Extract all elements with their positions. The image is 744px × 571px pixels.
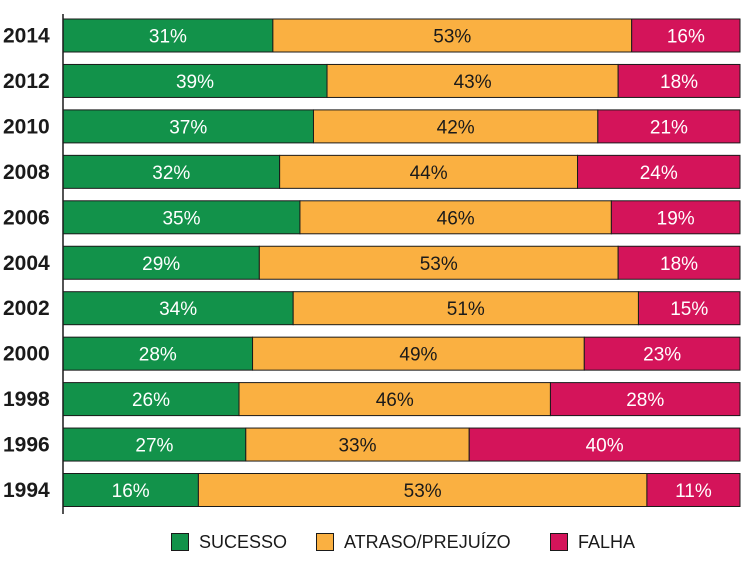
bar-sucesso-2008 [62,154,281,189]
bar-atraso-prejuizo-2000 [252,336,585,371]
year-label-2006: 2006 [3,206,50,229]
data-label-falha-2014: 16% [667,27,705,48]
data-label-falha-2004: 18% [660,254,698,275]
data-label-sucesso-2002: 34% [159,299,197,320]
legend-swatch-falha [550,533,568,551]
data-label-atraso-prejuizo-2008: 44% [410,163,448,184]
bar-atraso-prejuizo-1996 [245,427,470,462]
bar-falha-1996 [468,427,741,462]
bar-falha-2000 [583,336,741,371]
data-label-sucesso-2006: 35% [162,208,200,229]
bar-falha-1994 [646,473,741,507]
legend-item-atraso-prejuizo: ATRASO/PREJUÍZO [316,527,511,557]
data-label-atraso-prejuizo-2004: 53% [420,254,458,275]
legend-swatch-sucesso [171,533,189,551]
bar-atraso-prejuizo-2006 [299,200,612,235]
year-label-2008: 2008 [3,161,50,184]
bar-falha-2004 [617,245,741,280]
bar-sucesso-2010 [62,109,314,144]
legend: SUCESSO ATRASO/PREJUÍZO FALHA [0,527,744,557]
data-label-atraso-prejuizo-1998: 46% [376,390,414,411]
bar-falha-2002 [637,291,741,326]
legend-item-sucesso: SUCESSO [171,527,287,557]
data-label-atraso-prejuizo-1996: 33% [338,436,376,457]
bars-group: 31% 53% 16% 39% 43% 18% 37% 42% 21% 32% 44% 24% 35% 4… [62,18,741,507]
bar-sucesso-1994 [62,473,199,507]
bar-sucesso-2006 [62,200,301,235]
data-label-falha-2002: 15% [670,299,708,320]
data-label-sucesso-2010: 37% [169,117,207,138]
data-label-atraso-prejuizo-2010: 42% [437,117,475,138]
data-label-sucesso-1994: 16% [112,481,150,502]
data-label-sucesso-2014: 31% [149,27,187,48]
bar-falha-2008 [577,154,741,189]
data-label-atraso-prejuizo-2006: 46% [437,208,475,229]
year-label-2000: 2000 [3,343,50,366]
bar-sucesso-2002 [62,291,294,326]
bar-sucesso-2014 [62,18,274,53]
data-label-atraso-prejuizo-2000: 49% [399,345,437,366]
bar-atraso-prejuizo-2010 [312,109,599,144]
bar-falha-2006 [610,200,741,235]
data-label-sucesso-1998: 26% [132,390,170,411]
year-label-1998: 1998 [3,388,50,411]
data-label-atraso-prejuizo-1994: 53% [404,481,442,502]
year-label-2010: 2010 [3,115,50,138]
data-label-atraso-prejuizo-2002: 51% [447,299,485,320]
data-label-sucesso-2004: 29% [142,254,180,275]
year-label-2012: 2012 [3,70,50,93]
bar-falha-1998 [549,382,741,417]
bar-falha-2014 [631,18,741,53]
legend-swatch-atraso-prejuizo [316,533,334,551]
year-label-1994: 1994 [3,479,50,502]
legend-label-falha: FALHA [578,531,636,552]
data-label-sucesso-2000: 28% [139,345,177,366]
data-label-falha-1994: 11% [675,481,712,502]
data-label-sucesso-2012: 39% [176,72,214,93]
bar-atraso-prejuizo-2004 [258,245,619,280]
legend-item-falha: FALHA [550,527,635,557]
bar-atraso-prejuizo-2002 [292,291,639,326]
data-label-falha-1996: 40% [586,436,624,457]
data-label-atraso-prejuizo-2012: 43% [454,72,492,93]
data-label-falha-2008: 24% [640,163,678,184]
data-label-falha-2006: 19% [657,208,695,229]
year-label-2002: 2002 [3,297,50,320]
data-label-falha-2012: 18% [660,72,698,93]
bar-sucesso-2000 [62,336,254,371]
data-label-atraso-prejuizo-2014: 53% [433,27,471,48]
data-label-falha-2000: 23% [643,345,681,366]
bar-sucesso-1996 [62,427,247,462]
legend-label-atraso-prejuizo: ATRASO/PREJUÍZO [344,531,511,552]
data-label-sucesso-2008: 32% [152,163,190,184]
year-label-2004: 2004 [3,252,50,275]
data-label-sucesso-1996: 27% [135,436,173,457]
data-label-falha-2010: 21% [650,117,688,138]
data-label-falha-1998: 28% [626,390,664,411]
legend-label-sucesso: SUCESSO [199,531,288,552]
year-label-2014: 2014 [3,25,50,48]
bar-falha-2012 [617,63,741,98]
bar-falha-2010 [597,109,741,144]
bar-atraso-prejuizo-2014 [272,18,633,53]
year-labels-group: 2014 2012 2010 2008 2006 2004 2002 2000 1998 1996… [3,25,50,503]
year-label-1996: 1996 [3,434,50,457]
bar-atraso-prejuizo-2012 [326,63,619,98]
bar-sucesso-1998 [62,382,240,417]
